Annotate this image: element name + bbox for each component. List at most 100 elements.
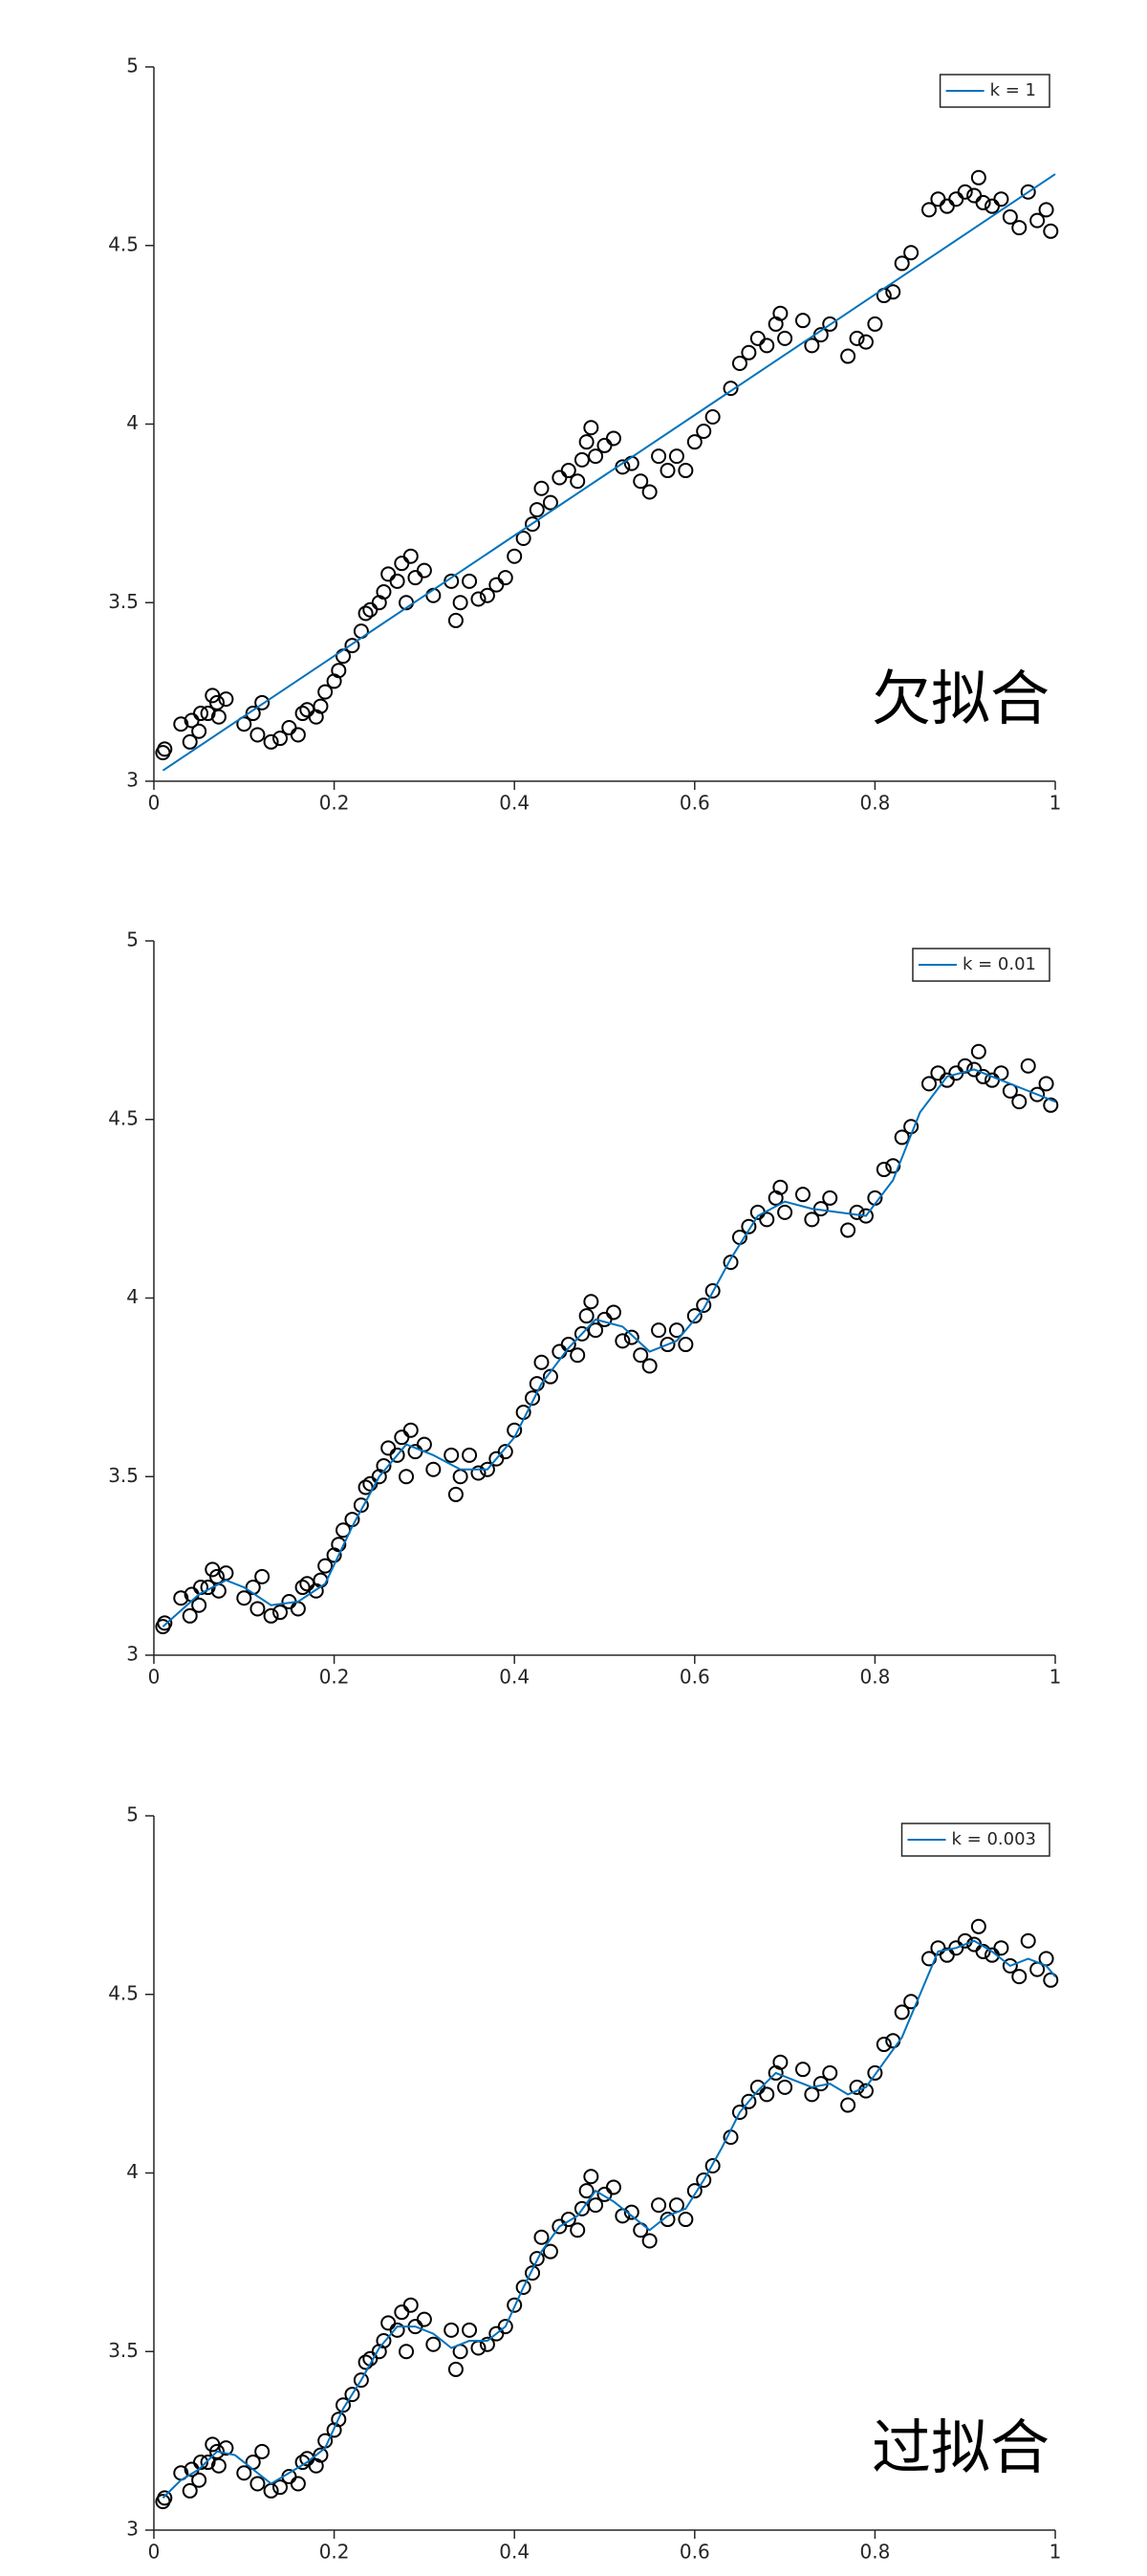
- data-point: [497, 570, 513, 586]
- data-point: [209, 1568, 226, 1584]
- data-point: [479, 2336, 495, 2352]
- data-point: [560, 463, 576, 479]
- data-point: [394, 2304, 410, 2321]
- data-point: [191, 723, 207, 739]
- data-point: [173, 1590, 189, 1606]
- data-point: [641, 484, 658, 500]
- data-point: [290, 2476, 306, 2492]
- data-point: [615, 1333, 631, 1349]
- data-point: [1002, 1957, 1018, 1974]
- data-point: [723, 2129, 739, 2146]
- data-point: [849, 1204, 865, 1220]
- data-point: [894, 255, 910, 272]
- chart: 3 3.5 4 4.5 5 0 0.2 0.4 0.6 0.8 1 k = 1 欠拟合: [108, 55, 1061, 815]
- data-point: [335, 2397, 352, 2413]
- data-point: [425, 2336, 442, 2352]
- data-point: [1020, 1932, 1036, 1949]
- data-point: [452, 595, 468, 611]
- data-point: [263, 2482, 279, 2499]
- data-point: [552, 469, 568, 486]
- data-point: [975, 1943, 991, 1959]
- data-point: [605, 1304, 621, 1321]
- data-point: [236, 1590, 252, 1606]
- data-point: [1029, 1086, 1046, 1102]
- data-point: [804, 338, 820, 354]
- data-point: [470, 591, 487, 607]
- y-tick-label: 5: [126, 1803, 139, 1826]
- data-point: [605, 2179, 621, 2195]
- data-point: [686, 434, 703, 450]
- data-point: [1043, 1097, 1059, 1113]
- data-point: [313, 698, 329, 714]
- data-point: [425, 1461, 442, 1477]
- data-point: [1043, 1972, 1059, 1988]
- data-point: [245, 706, 261, 722]
- data-point: [588, 1322, 604, 1339]
- data-point: [399, 1469, 415, 1485]
- data-point: [885, 2033, 901, 2049]
- data-point: [209, 2443, 226, 2459]
- legend: k = 1: [939, 74, 1050, 108]
- data-point: [182, 2482, 198, 2499]
- data-point: [583, 1294, 599, 1310]
- data-point: [402, 1422, 419, 1438]
- data-point: [696, 2172, 712, 2188]
- data-point: [331, 2412, 347, 2428]
- x-tick-label: 0.4: [499, 2541, 530, 2564]
- data-point: [574, 2200, 590, 2216]
- data-point: [402, 548, 419, 564]
- data-point: [542, 1368, 558, 1385]
- data-point: [857, 334, 874, 350]
- y-tick-label: 5: [126, 928, 139, 951]
- data-point: [970, 1918, 986, 1934]
- data-point: [294, 1580, 311, 1596]
- x-tick-label: 0.6: [680, 2541, 710, 2564]
- data-point: [794, 1187, 811, 1203]
- data-point: [529, 2251, 545, 2267]
- data-point: [660, 1337, 676, 1353]
- data-point: [678, 1337, 694, 1353]
- data-point: [497, 1444, 513, 1460]
- data-point: [578, 2183, 595, 2199]
- data-point: [191, 2472, 207, 2488]
- data-point: [272, 1605, 289, 1621]
- data-point: [249, 1601, 266, 1617]
- x-tick-label: 0: [148, 1666, 161, 1689]
- data-point: [218, 2440, 234, 2456]
- data-point: [574, 451, 590, 468]
- data-point: [470, 2340, 487, 2356]
- data-point: [970, 169, 986, 186]
- data-point: [444, 1447, 460, 1463]
- data-point: [272, 731, 289, 747]
- data-point: [294, 2455, 311, 2471]
- data-point: [529, 1376, 545, 1392]
- data-point: [984, 198, 1000, 214]
- data-point: [210, 709, 227, 725]
- data-point: [623, 2204, 639, 2220]
- data-point: [317, 1558, 334, 1574]
- x-tick-label: 0.6: [680, 792, 710, 815]
- x-tick-label: 0.8: [859, 792, 890, 815]
- y-tick-label: 3.5: [108, 2339, 139, 2362]
- data-point: [668, 1322, 684, 1339]
- data-point: [507, 2297, 523, 2313]
- data-point: [993, 191, 1009, 207]
- data-point: [533, 1354, 550, 1370]
- data-point: [193, 706, 209, 722]
- data-point: [1038, 202, 1054, 218]
- data-point: [822, 2064, 838, 2081]
- data-point: [380, 566, 397, 582]
- x-tick-label: 0.6: [680, 1666, 710, 1689]
- data-point: [157, 2490, 173, 2506]
- data-point: [218, 1565, 234, 1582]
- data-point: [686, 2183, 703, 2199]
- data-point: [525, 1390, 541, 1407]
- data-point: [157, 741, 173, 757]
- data-point: [290, 727, 306, 743]
- data-point: [399, 2344, 415, 2360]
- legend-label: k = 1: [990, 80, 1036, 100]
- data-point: [749, 330, 766, 346]
- data-point: [209, 694, 226, 710]
- data-point: [894, 1129, 910, 1146]
